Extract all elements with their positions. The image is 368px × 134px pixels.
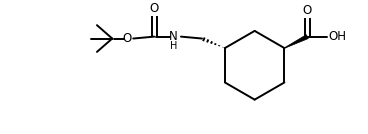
Text: H: H [170, 41, 177, 51]
Text: O: O [122, 32, 131, 45]
Text: O: O [303, 4, 312, 17]
Text: O: O [150, 2, 159, 15]
Polygon shape [284, 35, 308, 48]
Text: N: N [169, 30, 177, 43]
Text: OH: OH [328, 30, 346, 43]
